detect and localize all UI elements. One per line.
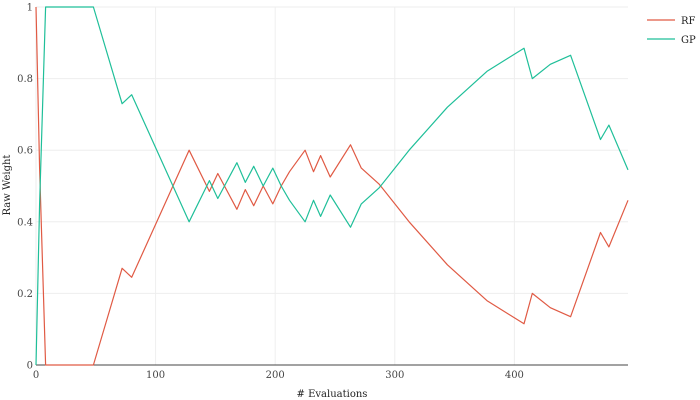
legend-item-rf[interactable]: RF [647, 16, 696, 27]
y-tick-label: 0.8 [17, 74, 33, 85]
y-tick-label: 0.2 [17, 289, 33, 300]
legend: RF GP [647, 16, 696, 46]
tick-labels: 0 0.2 0.4 0.6 0.8 1 0 100 200 300 400 [17, 3, 524, 382]
y-tick-label: 0 [27, 361, 33, 372]
legend-label-rf: RF [681, 16, 696, 27]
x-tick-label: 200 [266, 370, 285, 381]
series-line-gp [35, 6, 629, 366]
y-tick-label: 0.4 [17, 217, 33, 228]
y-tick-label: 0.6 [17, 146, 33, 157]
grid [35, 6, 628, 366]
x-tick-label: 0 [33, 370, 39, 381]
series-line-rf [35, 6, 629, 366]
x-tick-label: 400 [505, 370, 524, 381]
legend-item-gp[interactable]: GP [647, 35, 696, 46]
series [35, 6, 629, 366]
y-axis-title: Raw Weight [2, 155, 13, 216]
x-tick-label: 100 [146, 370, 165, 381]
x-axis-title: # Evaluations [297, 389, 368, 400]
x-tick-label: 300 [385, 370, 404, 381]
y-tick-label: 1 [27, 3, 33, 14]
legend-label-gp: GP [681, 35, 696, 46]
